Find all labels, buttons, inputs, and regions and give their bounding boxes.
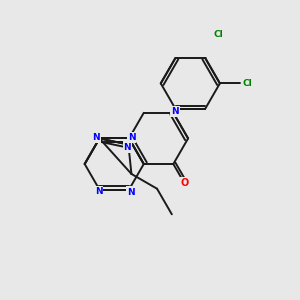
Text: Cl: Cl [242,79,252,88]
Text: N: N [128,133,135,142]
Text: N: N [171,107,179,116]
Text: N: N [124,142,131,152]
Text: N: N [92,133,100,142]
Text: Cl: Cl [214,30,224,39]
Text: O: O [180,178,188,188]
Text: N: N [127,188,134,196]
Text: N: N [95,187,102,196]
